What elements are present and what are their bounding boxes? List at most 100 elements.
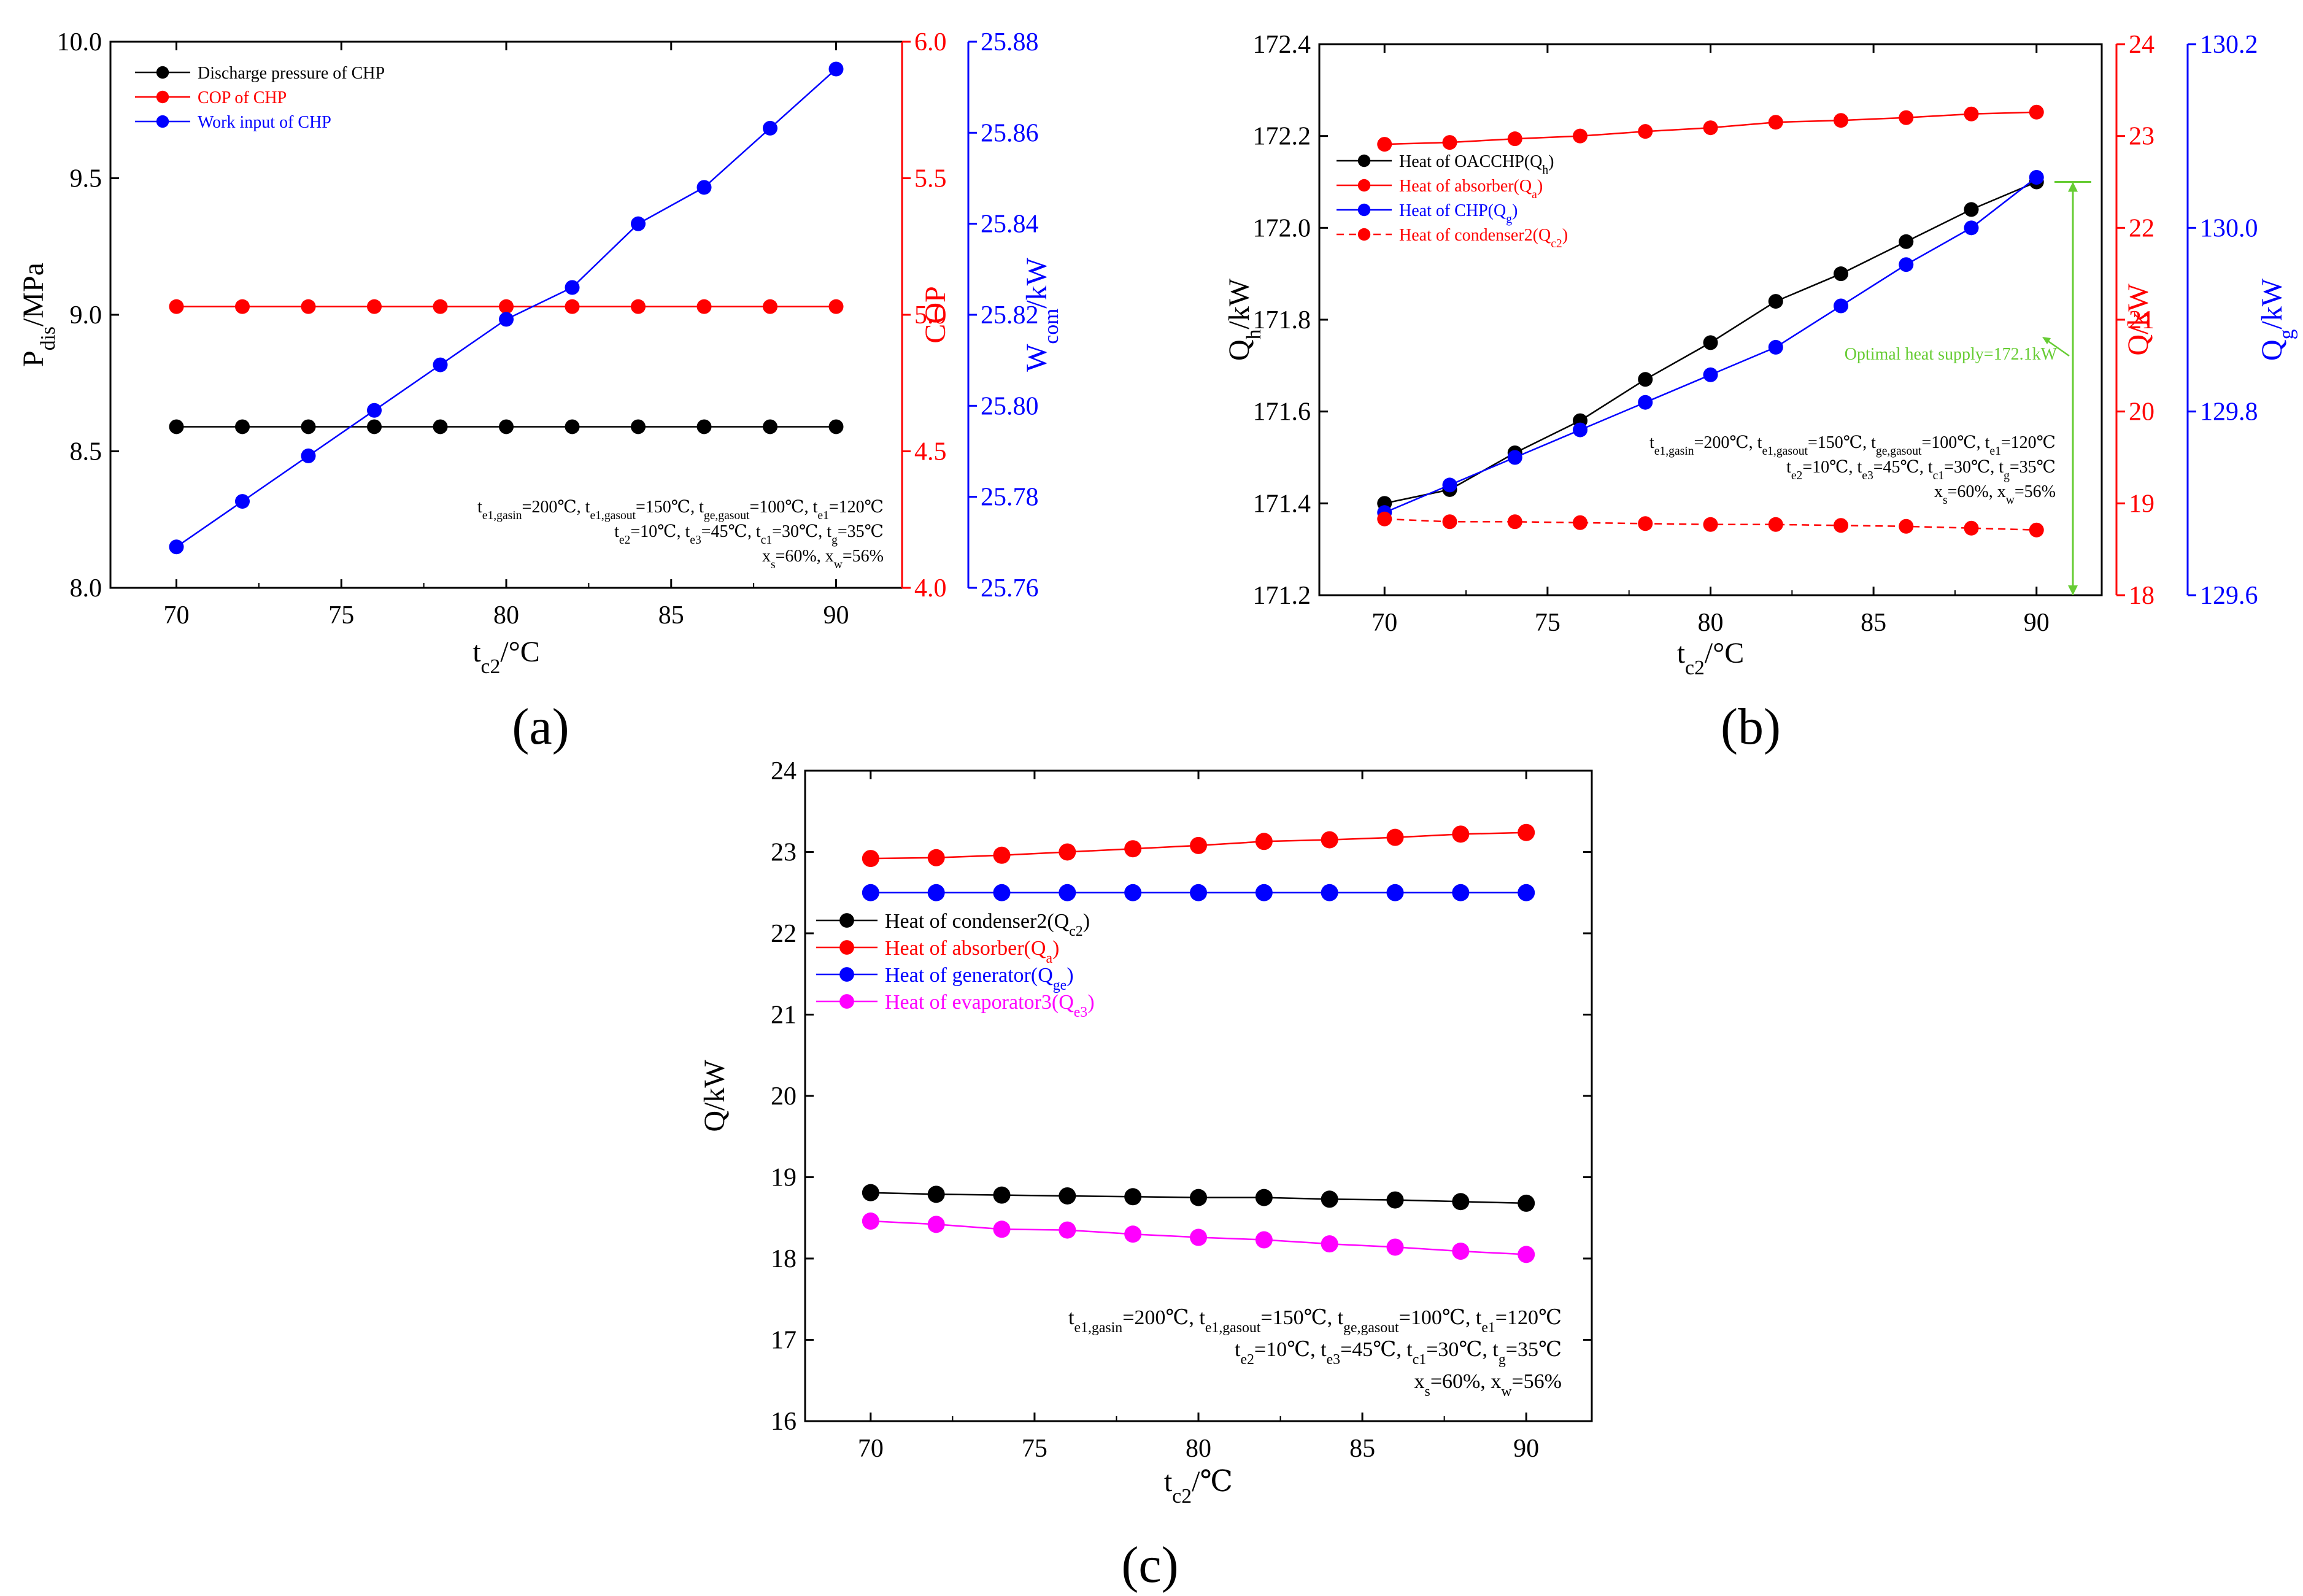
y-tick-label-right1: 23	[2129, 123, 2154, 151]
data-point-series-1	[1124, 840, 1142, 858]
y-axis-title-right2: Wcom/kW	[1020, 257, 1063, 371]
data-point-series-0	[1768, 294, 1783, 309]
data-point-series-3	[993, 1220, 1011, 1238]
data-point-series-1	[631, 299, 646, 314]
data-point-series-3	[862, 1212, 879, 1230]
data-point-series-1	[235, 299, 250, 314]
data-point-series-0	[565, 419, 580, 434]
y-axis-title-right1: COP	[919, 286, 952, 343]
x-tick-label: 75	[1022, 1435, 1047, 1463]
data-point-series-2	[1573, 422, 1587, 438]
y-axis-title-left: Q/kW	[698, 1060, 731, 1132]
data-point-series-3	[1573, 515, 1587, 530]
data-point-series-3	[1964, 520, 1979, 536]
data-point-series-0	[1321, 1190, 1338, 1208]
data-point-series-2	[1964, 220, 1979, 236]
data-point-series-1	[1768, 115, 1783, 130]
data-point-series-2	[993, 884, 1011, 901]
y-tick-label-right1: 19	[2129, 490, 2154, 518]
y-tick-label-right1: 21	[2129, 306, 2154, 334]
legend-marker	[839, 913, 854, 928]
data-point-series-2	[1703, 367, 1718, 382]
data-point-series-1	[696, 299, 712, 314]
annotation-line: te2=10℃, te3=45℃, tc1=30℃, tg=35℃	[614, 522, 884, 547]
data-point-series-1	[2029, 104, 2044, 120]
y-tick-label: 18	[771, 1245, 797, 1273]
data-point-series-1	[828, 299, 844, 314]
y-tick-label: 171.8	[1253, 306, 1311, 334]
data-point-series-1	[1321, 831, 1338, 849]
legend-label: Discharge pressure of CHP	[198, 64, 385, 83]
y-axis-title-right2: Qg/kW	[2256, 278, 2298, 361]
legend-marker	[839, 967, 854, 982]
data-point-series-2	[1442, 477, 1457, 493]
y-axis-title-left: Qh/kW	[1223, 278, 1265, 361]
data-point-series-2	[2029, 170, 2044, 185]
x-axis-label: tc2/℃	[1164, 1465, 1233, 1508]
y-tick-label: 172.2	[1253, 123, 1311, 151]
data-point-series-1	[565, 299, 580, 314]
x-tick-label: 90	[824, 601, 849, 630]
x-tick-label: 85	[1349, 1435, 1375, 1463]
data-point-series-1	[169, 299, 184, 314]
data-point-series-0	[1059, 1187, 1076, 1205]
data-point-series-3	[1255, 1231, 1273, 1249]
data-point-series-2	[1255, 884, 1273, 901]
data-point-series-2	[696, 180, 712, 195]
y-tick-label-right2: 25.84	[981, 210, 1039, 239]
legend-label: Heat of condenser2(Qc2)	[885, 910, 1090, 939]
data-point-series-2	[631, 216, 646, 231]
data-point-series-2	[1899, 257, 1914, 272]
x-tick-label: 85	[1861, 609, 1886, 637]
data-point-series-2	[499, 312, 514, 327]
chart-a: 70 75 80 85 90 tc2/°C 8.0 8.5 9.0 9.5 10.0 Pdis/MPa…	[17, 28, 1063, 678]
y-tick-label-right2: 129.6	[2200, 582, 2258, 610]
y-tick-label-right2: 130.0	[2200, 214, 2258, 242]
data-point-series-1	[1899, 110, 1914, 125]
legend-marker	[156, 90, 169, 104]
x-tick-label: 80	[493, 601, 519, 630]
data-point-series-0	[1190, 1189, 1207, 1206]
data-point-series-2	[1834, 298, 1848, 314]
optimal-arrow-head-bottom	[2068, 585, 2078, 595]
data-point-series-1	[862, 850, 879, 868]
y-tick-label-right1: 18	[2129, 582, 2154, 610]
x-tick-label: 85	[658, 601, 684, 630]
y-tick-label: 10.0	[57, 28, 102, 56]
y-tick-label: 19	[771, 1164, 797, 1192]
optimal-pointer-head	[2042, 337, 2051, 344]
data-point-series-0	[696, 419, 712, 434]
data-point-series-0	[433, 419, 448, 434]
data-point-series-0	[1386, 1191, 1404, 1209]
panel-label-a: (a)	[512, 698, 569, 755]
data-point-series-3	[1321, 1235, 1338, 1253]
y-tick-label-right2: 25.82	[981, 301, 1039, 330]
data-point-series-2	[763, 120, 777, 136]
data-point-series-2	[1638, 395, 1653, 410]
data-point-series-1	[1834, 113, 1848, 128]
data-point-series-0	[169, 419, 184, 434]
data-point-series-0	[235, 419, 250, 434]
data-point-series-3	[1703, 517, 1718, 532]
legend-label: Heat of evaporator3(Qe3)	[885, 991, 1095, 1020]
legend-label: Heat of absorber(Qa)	[1399, 177, 1543, 201]
y-tick-label: 171.2	[1253, 582, 1311, 610]
y-tick-label-right1: 5.0	[914, 301, 947, 330]
data-point-series-2	[1386, 884, 1404, 901]
y-tick-label: 171.6	[1253, 398, 1311, 426]
y-tick-label-right2: 25.88	[981, 28, 1039, 56]
data-point-series-3	[1768, 517, 1783, 532]
data-point-series-1	[993, 846, 1011, 864]
data-point-series-0	[367, 419, 382, 434]
legend-marker	[1357, 154, 1371, 168]
data-point-series-1	[1442, 135, 1457, 150]
data-point-series-1	[1507, 131, 1522, 147]
annotation-line: te2=10℃, te3=45℃, tc1=30℃, tg=35℃	[1235, 1338, 1562, 1368]
data-point-series-1	[1059, 843, 1076, 861]
data-point-series-3	[1834, 518, 1848, 533]
data-point-series-0	[1638, 372, 1653, 387]
legend-label: Heat of condenser2(Qc2)	[1399, 226, 1568, 250]
x-tick-label: 75	[328, 601, 354, 630]
data-point-series-1	[367, 299, 382, 314]
data-point-series-3	[2029, 522, 2044, 538]
